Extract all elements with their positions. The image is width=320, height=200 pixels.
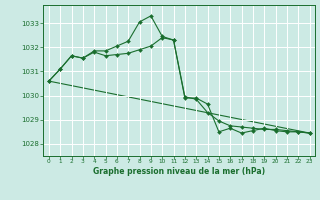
X-axis label: Graphe pression niveau de la mer (hPa): Graphe pression niveau de la mer (hPa) [93,167,265,176]
